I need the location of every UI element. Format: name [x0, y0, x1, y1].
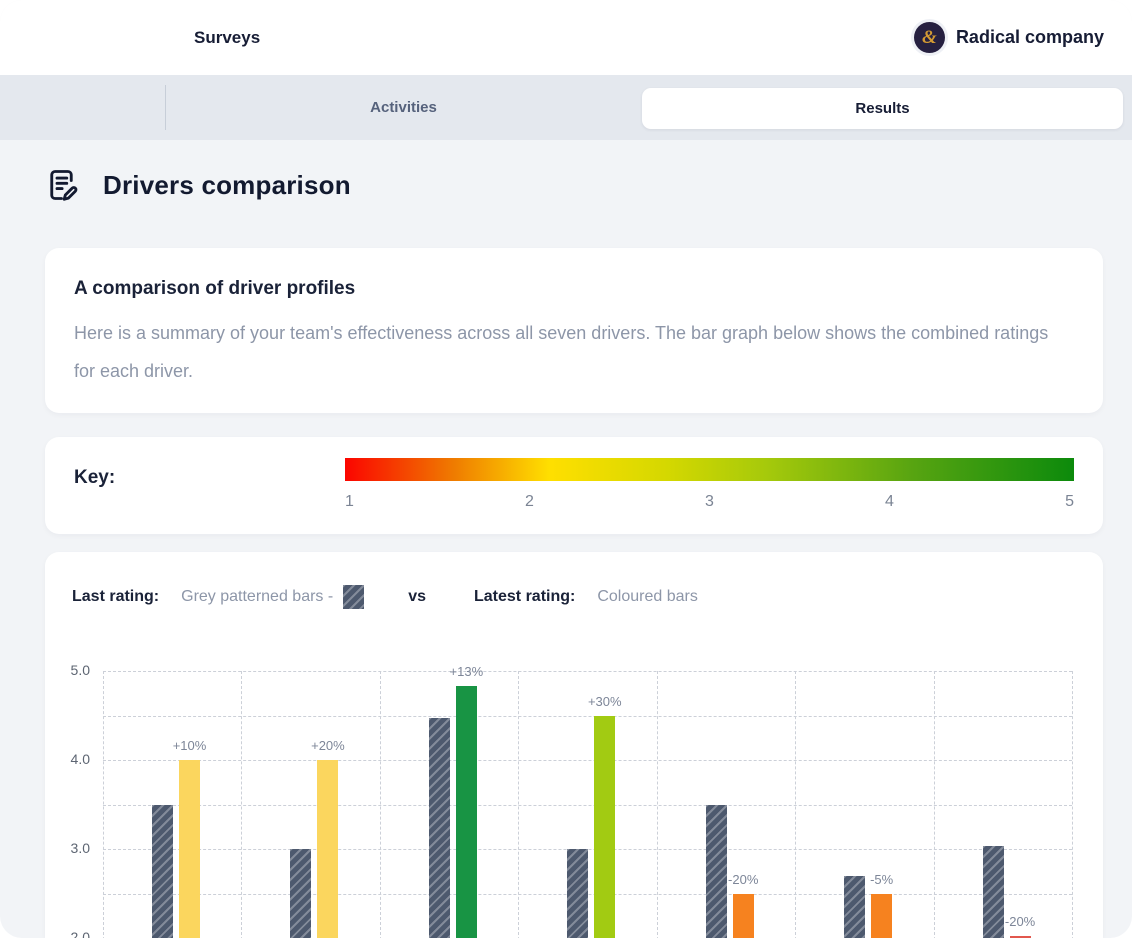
h-gridline	[103, 671, 1072, 672]
key-scale-number: 1	[345, 493, 354, 510]
page-title: Drivers comparison	[103, 169, 351, 200]
v-gridline	[103, 671, 104, 938]
page-heading: Drivers comparison	[45, 166, 351, 204]
latest-rating-bar	[179, 760, 200, 938]
tab-divider	[165, 85, 166, 130]
company-name: Radical company	[955, 27, 1104, 47]
last-rating-bar	[152, 804, 173, 938]
chart-legend: Last rating: Grey patterned bars - vs La…	[72, 585, 698, 609]
y-axis-tick-label: 5.0	[70, 662, 90, 678]
intro-card: A comparison of driver profiles Here is …	[45, 248, 1103, 413]
key-scale-number: 5	[1065, 493, 1074, 510]
tab-activities[interactable]: Activities	[370, 99, 437, 116]
change-percentage-label: +13%	[449, 664, 484, 680]
company-logo-icon: &	[913, 22, 945, 53]
legend-latest-label: Latest rating:	[474, 588, 576, 605]
chart-card: Last rating: Grey patterned bars - vs La…	[45, 552, 1103, 938]
latest-rating-bar	[1009, 936, 1031, 938]
key-label: Key:	[74, 467, 116, 488]
page-breadcrumb-title: Surveys	[194, 27, 261, 47]
h-gridline	[103, 804, 1072, 806]
change-percentage-label: +20%	[311, 738, 345, 753]
legend-vs: vs	[408, 588, 426, 605]
v-gridline	[518, 671, 520, 938]
key-scale-number: 2	[525, 493, 534, 510]
last-rating-bar	[290, 849, 312, 938]
change-percentage-label: +30%	[587, 693, 622, 709]
latest-rating-bar	[455, 686, 477, 938]
h-gridline	[103, 760, 1072, 761]
last-rating-bar	[844, 875, 866, 938]
key-scale: 1 2 3 4 5	[345, 493, 1074, 511]
legend-last-desc: Grey patterned bars -	[181, 588, 334, 605]
tab-results[interactable]: Results	[642, 88, 1123, 129]
v-gridline	[795, 671, 797, 938]
h-gridline	[103, 715, 1072, 717]
last-rating-bar	[982, 846, 1004, 938]
change-percentage-label: -5%	[870, 871, 894, 887]
latest-rating-bar	[317, 760, 339, 938]
v-gridline	[241, 671, 243, 938]
change-percentage-label: -20%	[1004, 914, 1036, 930]
legend-last-label: Last rating:	[72, 588, 160, 605]
last-rating-bar	[567, 849, 589, 938]
header: Surveys & Radical company	[0, 0, 1132, 75]
y-axis-tick-label: 2.0	[70, 929, 90, 938]
last-rating-bar	[705, 804, 727, 938]
chart-plot: +10% +20% +13% +30% -20% -5% -20%	[103, 664, 1073, 938]
v-gridline	[379, 671, 381, 938]
key-scale-number: 4	[885, 493, 894, 510]
key-scale-number: 3	[705, 493, 714, 510]
v-gridline	[656, 671, 658, 938]
latest-rating-bar	[871, 893, 893, 938]
change-percentage-label: +10%	[172, 738, 207, 753]
v-gridline	[1072, 671, 1073, 938]
key-gradient-bar	[345, 458, 1074, 481]
change-percentage-label: -20%	[728, 871, 759, 887]
company-brand: & Radical company	[913, 0, 1104, 75]
tab-bar: Activities Results	[0, 75, 1132, 140]
legend-hatch-swatch	[343, 585, 365, 609]
intro-card-title: A comparison of driver profiles	[74, 278, 356, 299]
document-edit-icon	[45, 166, 81, 204]
v-gridline	[933, 671, 935, 938]
latest-rating-bar	[594, 715, 616, 938]
y-axis-tick-label: 3.0	[70, 840, 90, 856]
y-axis-tick-label: 4.0	[70, 751, 90, 767]
last-rating-bar	[428, 718, 450, 938]
key-card: Key: 1 2 3 4 5	[45, 437, 1103, 534]
latest-rating-bar	[732, 893, 754, 938]
legend-latest-desc: Coloured bars	[597, 588, 698, 605]
intro-card-body: Here is a summary of your team's effecti…	[74, 323, 1049, 381]
